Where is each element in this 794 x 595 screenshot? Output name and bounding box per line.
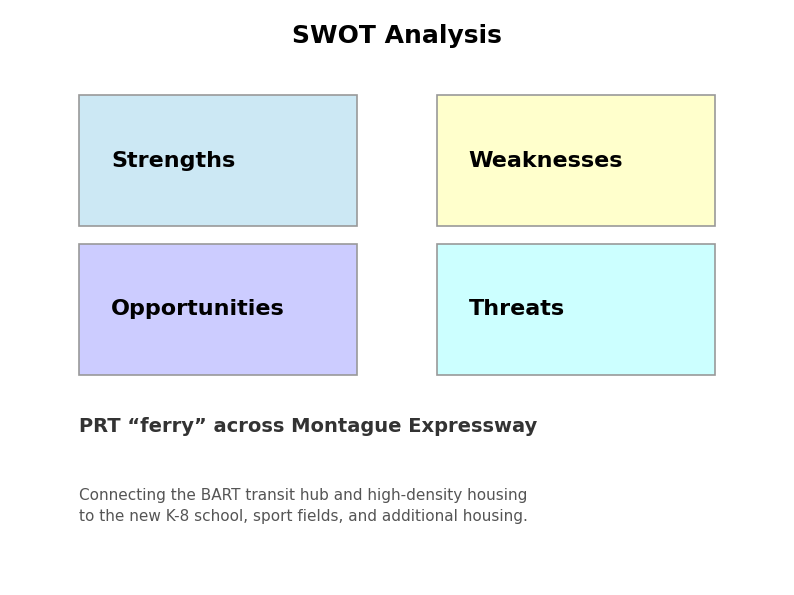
Text: PRT “ferry” across Montague Expressway: PRT “ferry” across Montague Expressway	[79, 416, 538, 436]
Text: Threats: Threats	[468, 299, 565, 320]
FancyBboxPatch shape	[79, 95, 357, 226]
FancyBboxPatch shape	[79, 244, 357, 375]
FancyBboxPatch shape	[437, 244, 715, 375]
Text: Strengths: Strengths	[111, 151, 235, 171]
Text: Opportunities: Opportunities	[111, 299, 285, 320]
FancyBboxPatch shape	[437, 95, 715, 226]
Text: Connecting the BART transit hub and high-density housing
to the new K-8 school, : Connecting the BART transit hub and high…	[79, 488, 528, 524]
Text: SWOT Analysis: SWOT Analysis	[292, 24, 502, 48]
Text: Weaknesses: Weaknesses	[468, 151, 623, 171]
